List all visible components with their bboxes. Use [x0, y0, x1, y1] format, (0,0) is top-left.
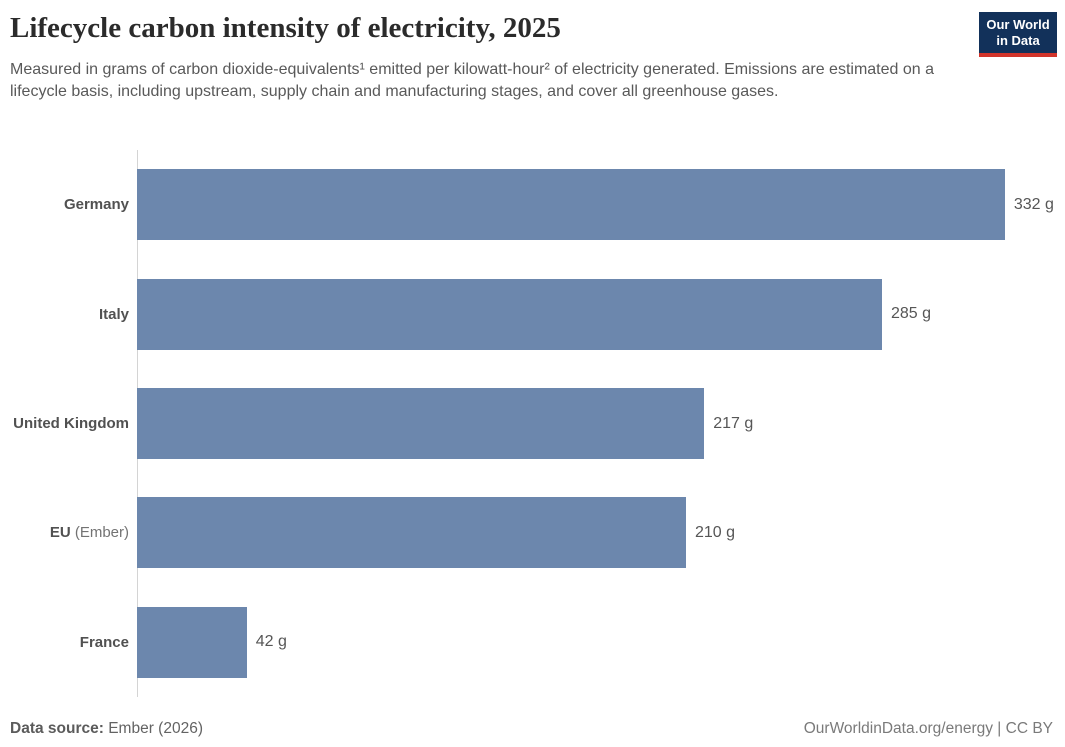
bar[interactable]	[137, 278, 882, 350]
category-label: EU (Ember)	[49, 524, 129, 542]
category-label: France	[79, 633, 129, 651]
bar[interactable]	[137, 169, 1005, 241]
owid-logo[interactable]: Our World in Data	[979, 12, 1057, 57]
value-label: 332 g	[1013, 195, 1054, 213]
bar[interactable]	[137, 606, 247, 678]
data-source: Data source: Ember (2026)	[10, 720, 203, 738]
data-source-value: Ember (2026)	[108, 720, 203, 737]
category-label: United Kingdom	[13, 415, 129, 433]
page-title: Lifecycle carbon intensity of electricit…	[10, 12, 561, 44]
bar-row: France 42 g	[0, 588, 1065, 697]
bar-track: 42 g	[137, 588, 1065, 697]
chart-subtitle: Measured in grams of carbon dioxide-equi…	[10, 61, 934, 100]
bar-track: 285 g	[137, 259, 1065, 368]
logo-line-2: in Data	[996, 33, 1040, 48]
bar-row: Italy 285 g	[0, 259, 1065, 368]
bar-track: 217 g	[137, 369, 1065, 478]
bar-row: United Kingdom 217 g	[0, 369, 1065, 478]
category-label: Italy	[98, 305, 129, 323]
bar[interactable]	[137, 497, 686, 569]
bar-row: Germany 332 g	[0, 150, 1065, 259]
bar[interactable]	[137, 388, 705, 460]
bar-track: 210 g	[137, 478, 1065, 587]
category-label: Germany	[63, 196, 129, 214]
bar-row: EU (Ember) 210 g	[0, 478, 1065, 587]
chart-footer: Data source: Ember (2026) OurWorldinData…	[10, 720, 1053, 738]
value-label: 42 g	[255, 633, 287, 651]
bar-rows: Germany 332 g Italy 285 g United Kingdom 217 …	[0, 150, 1065, 697]
footer-link[interactable]: OurWorldinData.org/energy | CC BY	[803, 720, 1053, 737]
data-source-label: Data source:	[10, 720, 104, 737]
value-label: 217 g	[713, 414, 754, 432]
bar-track: 332 g	[137, 150, 1065, 259]
logo-line-1: Our World	[986, 17, 1050, 32]
value-label: 285 g	[891, 305, 932, 323]
bar-chart: Germany 332 g Italy 285 g United Kingdom 217 …	[0, 150, 1065, 697]
value-label: 210 g	[694, 523, 735, 541]
